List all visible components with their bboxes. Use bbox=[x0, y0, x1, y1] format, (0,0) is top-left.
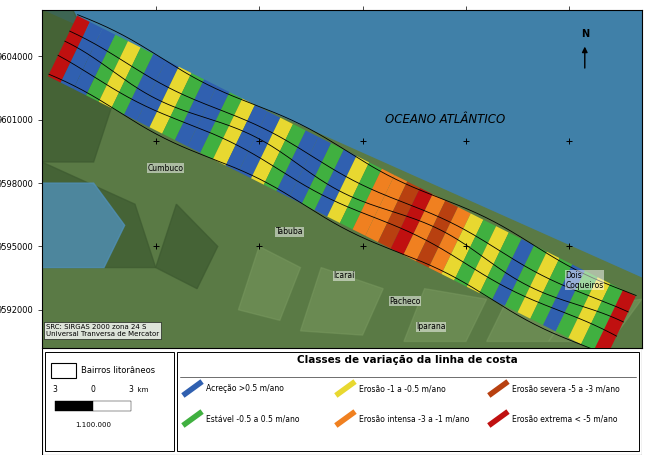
Text: km: km bbox=[132, 387, 148, 393]
Text: Iparana: Iparana bbox=[416, 322, 446, 331]
Polygon shape bbox=[150, 66, 192, 134]
FancyBboxPatch shape bbox=[42, 348, 642, 455]
Polygon shape bbox=[416, 201, 458, 268]
Polygon shape bbox=[492, 239, 534, 306]
Text: Erosão -1 a -0.5 m/ano: Erosão -1 a -0.5 m/ano bbox=[359, 384, 446, 393]
Polygon shape bbox=[251, 118, 293, 185]
Polygon shape bbox=[403, 194, 445, 261]
Polygon shape bbox=[594, 290, 636, 357]
Polygon shape bbox=[61, 22, 103, 89]
Text: Cumbuco: Cumbuco bbox=[148, 164, 183, 173]
Polygon shape bbox=[175, 80, 217, 147]
Polygon shape bbox=[124, 54, 166, 121]
Polygon shape bbox=[163, 73, 204, 140]
Polygon shape bbox=[454, 220, 496, 287]
Polygon shape bbox=[155, 204, 218, 288]
Polygon shape bbox=[289, 137, 331, 204]
Polygon shape bbox=[226, 105, 268, 172]
Polygon shape bbox=[530, 258, 572, 325]
Polygon shape bbox=[42, 10, 642, 348]
Text: 0: 0 bbox=[90, 385, 95, 394]
Polygon shape bbox=[48, 15, 90, 82]
Polygon shape bbox=[277, 131, 319, 197]
Text: Erosão extrema < -5 m/ano: Erosão extrema < -5 m/ano bbox=[511, 414, 617, 423]
Polygon shape bbox=[239, 111, 281, 178]
Text: Dois
Coqueiros: Dois Coqueiros bbox=[565, 271, 604, 290]
Text: Erosão severa -5 a -3 m/ano: Erosão severa -5 a -3 m/ano bbox=[511, 384, 619, 393]
Polygon shape bbox=[188, 86, 230, 153]
Bar bbox=[51, 363, 76, 378]
FancyBboxPatch shape bbox=[177, 352, 639, 451]
Polygon shape bbox=[340, 162, 382, 229]
Polygon shape bbox=[353, 169, 395, 236]
Text: Estável -0.5 a 0.5 m/ano: Estável -0.5 a 0.5 m/ano bbox=[206, 414, 299, 423]
Polygon shape bbox=[74, 28, 115, 96]
Bar bbox=[93, 401, 131, 410]
Polygon shape bbox=[301, 268, 383, 335]
Text: SRC: SIRGAS 2000 zona 24 S
Universal Tranversa de Mercator: SRC: SIRGAS 2000 zona 24 S Universal Tra… bbox=[46, 324, 159, 337]
Polygon shape bbox=[404, 288, 486, 341]
Polygon shape bbox=[378, 182, 420, 248]
Polygon shape bbox=[99, 41, 141, 108]
Polygon shape bbox=[201, 92, 243, 159]
Polygon shape bbox=[86, 35, 128, 102]
Polygon shape bbox=[112, 47, 154, 115]
Polygon shape bbox=[568, 277, 610, 344]
Polygon shape bbox=[239, 247, 301, 320]
Polygon shape bbox=[42, 162, 155, 268]
Polygon shape bbox=[543, 264, 585, 331]
Text: Bairros litorâneos: Bairros litorâneos bbox=[81, 366, 155, 375]
Text: Icaraí: Icaraí bbox=[333, 272, 355, 280]
Text: Acreção >0.5 m/ano: Acreção >0.5 m/ano bbox=[206, 384, 284, 393]
Polygon shape bbox=[479, 233, 521, 299]
Polygon shape bbox=[213, 99, 255, 166]
Polygon shape bbox=[137, 60, 179, 127]
Text: 1.100.000: 1.100.000 bbox=[75, 422, 111, 428]
Polygon shape bbox=[467, 226, 509, 293]
Polygon shape bbox=[264, 124, 306, 191]
FancyBboxPatch shape bbox=[45, 352, 174, 451]
Text: N: N bbox=[580, 29, 589, 39]
Text: Classes de variação da linha de costa: Classes de variação da linha de costa bbox=[297, 355, 518, 365]
Polygon shape bbox=[441, 213, 483, 280]
Polygon shape bbox=[365, 175, 407, 242]
Text: 3: 3 bbox=[53, 385, 57, 394]
Text: Erosão intensa -3 a -1 m/ano: Erosão intensa -3 a -1 m/ano bbox=[359, 414, 469, 423]
Polygon shape bbox=[302, 143, 344, 210]
Polygon shape bbox=[505, 245, 547, 312]
Text: Pacheco: Pacheco bbox=[390, 297, 421, 306]
Polygon shape bbox=[486, 299, 570, 341]
Polygon shape bbox=[556, 271, 598, 338]
Polygon shape bbox=[581, 283, 623, 351]
Text: Tabuba: Tabuba bbox=[275, 227, 303, 236]
Text: OCEANO ATLÂNTICO: OCEANO ATLÂNTICO bbox=[385, 113, 506, 126]
Polygon shape bbox=[42, 10, 114, 162]
Polygon shape bbox=[391, 188, 433, 255]
Bar bbox=[55, 401, 93, 410]
Polygon shape bbox=[42, 183, 124, 268]
Polygon shape bbox=[549, 299, 642, 341]
Polygon shape bbox=[518, 252, 560, 318]
Polygon shape bbox=[315, 150, 357, 217]
Text: 3: 3 bbox=[128, 385, 133, 394]
Polygon shape bbox=[327, 156, 369, 223]
Polygon shape bbox=[429, 207, 471, 274]
